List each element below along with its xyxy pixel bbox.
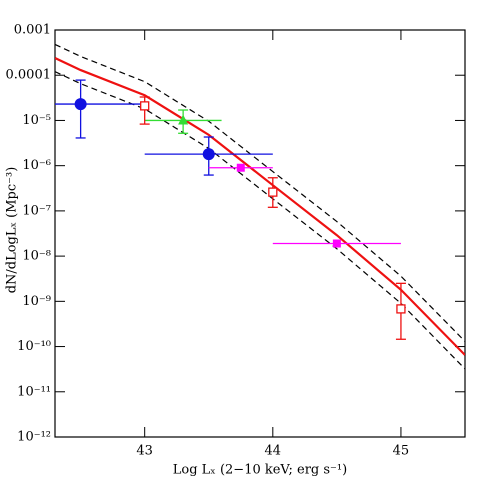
data-point bbox=[74, 98, 87, 111]
y-tick-label: 10⁻⁷ bbox=[22, 203, 51, 218]
y-tick-label: 0.0001 bbox=[6, 68, 52, 83]
x-tick-label: 45 bbox=[393, 444, 410, 459]
data-point bbox=[140, 101, 150, 111]
data-point bbox=[396, 304, 406, 314]
y-axis-label: dN/dLogLₓ (Mpc⁻³) bbox=[5, 167, 20, 294]
y-tick-label: 10⁻⁸ bbox=[22, 249, 51, 264]
y-tick-label: 10⁻¹² bbox=[17, 430, 51, 445]
y-tick-label: 10⁻⁶ bbox=[22, 158, 51, 173]
x-axis-label: Log Lₓ (2−10 keV; erg s⁻¹) bbox=[173, 463, 347, 478]
y-tick-label: 10⁻⁹ bbox=[22, 294, 51, 309]
data-point bbox=[178, 114, 189, 125]
x-tick-label: 44 bbox=[265, 444, 282, 459]
plot-frame bbox=[54, 29, 466, 438]
x-tick-label: 43 bbox=[136, 444, 153, 459]
data-point bbox=[236, 163, 245, 172]
confidence-curve bbox=[55, 71, 465, 370]
confidence-curve bbox=[55, 43, 465, 342]
data-point bbox=[268, 187, 278, 197]
y-tick-label: 0.001 bbox=[14, 23, 51, 38]
y-tick-label: 10⁻¹⁰ bbox=[17, 339, 51, 354]
data-point bbox=[332, 239, 341, 248]
model-curve bbox=[55, 57, 465, 356]
y-tick-label: 10⁻¹¹ bbox=[17, 384, 51, 399]
y-tick-label: 10⁻⁵ bbox=[22, 113, 51, 128]
data-point bbox=[202, 148, 215, 161]
